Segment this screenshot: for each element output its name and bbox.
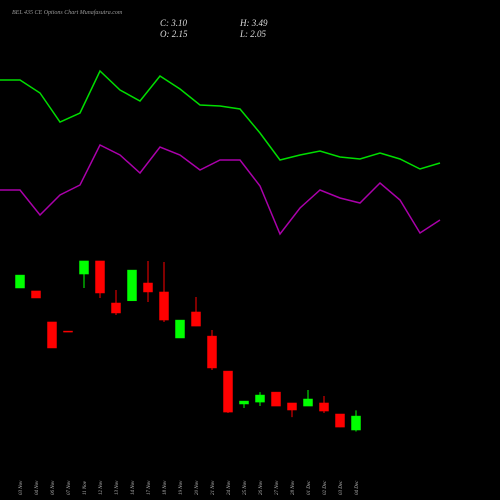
- candle-body: [31, 290, 41, 299]
- x-tick-label: 24 Nov: [227, 480, 232, 495]
- candle-body: [47, 321, 57, 349]
- candle-body: [143, 282, 153, 293]
- candle-body: [159, 291, 169, 321]
- x-tick-label: 07 Nov: [67, 480, 72, 495]
- candle-body: [239, 400, 249, 405]
- candle-body: [127, 269, 137, 302]
- x-tick-label: 06 Nov: [51, 480, 56, 495]
- candle-body: [79, 260, 89, 275]
- x-tick-label: 14 Nov: [131, 480, 136, 495]
- x-tick-label: 21 Nov: [211, 480, 216, 495]
- x-tick-label: 11 Nov: [83, 480, 88, 495]
- x-tick-label: 26 Nov: [259, 480, 264, 495]
- x-tick-label: 19 Nov: [179, 480, 184, 495]
- candle-body: [175, 319, 185, 339]
- x-tick-label: 28 Nov: [291, 480, 296, 495]
- candle-body: [207, 335, 217, 369]
- x-tick-label: 20 Nov: [195, 480, 200, 495]
- candle-body: [255, 394, 265, 403]
- candle-body: [287, 402, 297, 411]
- ohlc-label: O: 2.15: [160, 29, 188, 39]
- x-tick-label: 18 Nov: [163, 480, 168, 495]
- x-tick-label: 13 Nov: [115, 480, 120, 495]
- indicator-line: [0, 69, 441, 170]
- x-tick-label: 04 Dec: [355, 480, 360, 495]
- ohlc-label: L: 2.05: [239, 29, 267, 39]
- indicator-line: [0, 143, 441, 236]
- candle-body: [271, 391, 281, 407]
- ohlc-label: C: 3.10: [160, 18, 188, 28]
- ohlc-label: H: 3.49: [239, 18, 268, 28]
- candle-body: [63, 330, 73, 333]
- candle-body: [111, 302, 121, 314]
- chart-title: BEL 435 CE Options Chart Munafasutra.com: [12, 9, 123, 16]
- candle-body: [303, 398, 313, 407]
- x-tick-label: 03 Nov: [19, 480, 24, 495]
- candle-body: [15, 274, 25, 289]
- x-tick-label: 17 Nov: [147, 480, 152, 495]
- x-tick-label: 03 Dec: [339, 480, 344, 495]
- candle-body: [319, 402, 329, 412]
- x-tick-label: 25 Nov: [243, 480, 248, 495]
- candle-body: [335, 413, 345, 428]
- x-tick-label: 04 Nov: [35, 480, 40, 495]
- x-tick-label: 27 Nov: [275, 480, 280, 495]
- candle-body: [351, 415, 361, 431]
- x-tick-label: 12 Nov: [99, 480, 104, 495]
- x-tick-label: 01 Dec: [307, 480, 312, 495]
- x-tick-label: 02 Dec: [323, 480, 328, 495]
- candle-body: [191, 311, 201, 327]
- candle-body: [223, 370, 233, 413]
- candle-body: [95, 260, 105, 294]
